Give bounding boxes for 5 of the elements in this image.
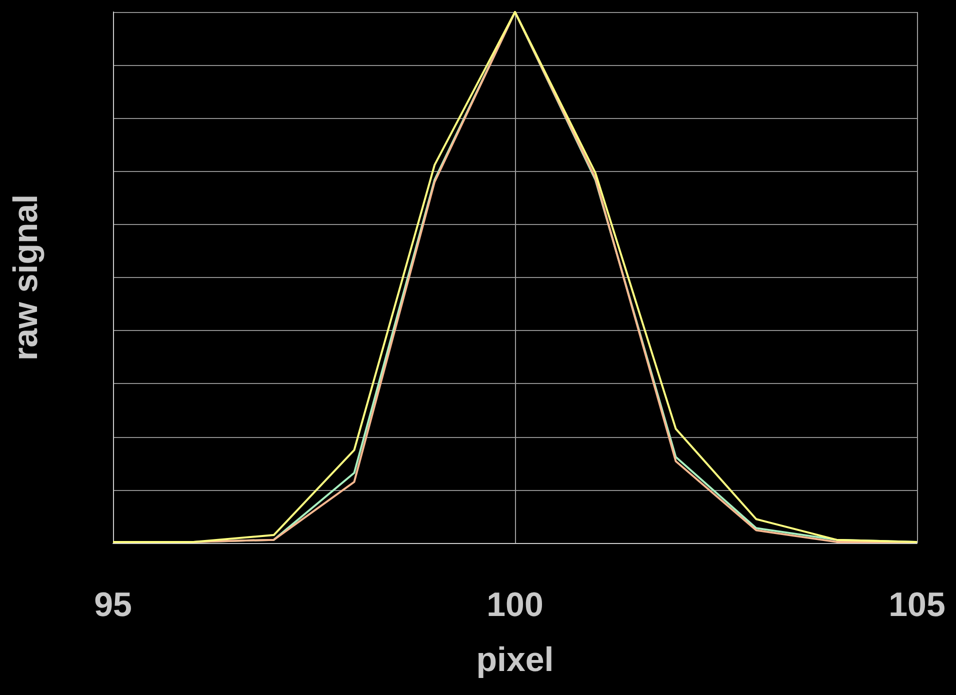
y-axis-title: raw signal: [7, 194, 45, 361]
x-tick-label: 100: [486, 586, 544, 624]
x-tick-label: 95: [94, 586, 132, 624]
x-tick-label: 105: [888, 586, 946, 624]
x-axis-title: pixel: [476, 641, 554, 679]
